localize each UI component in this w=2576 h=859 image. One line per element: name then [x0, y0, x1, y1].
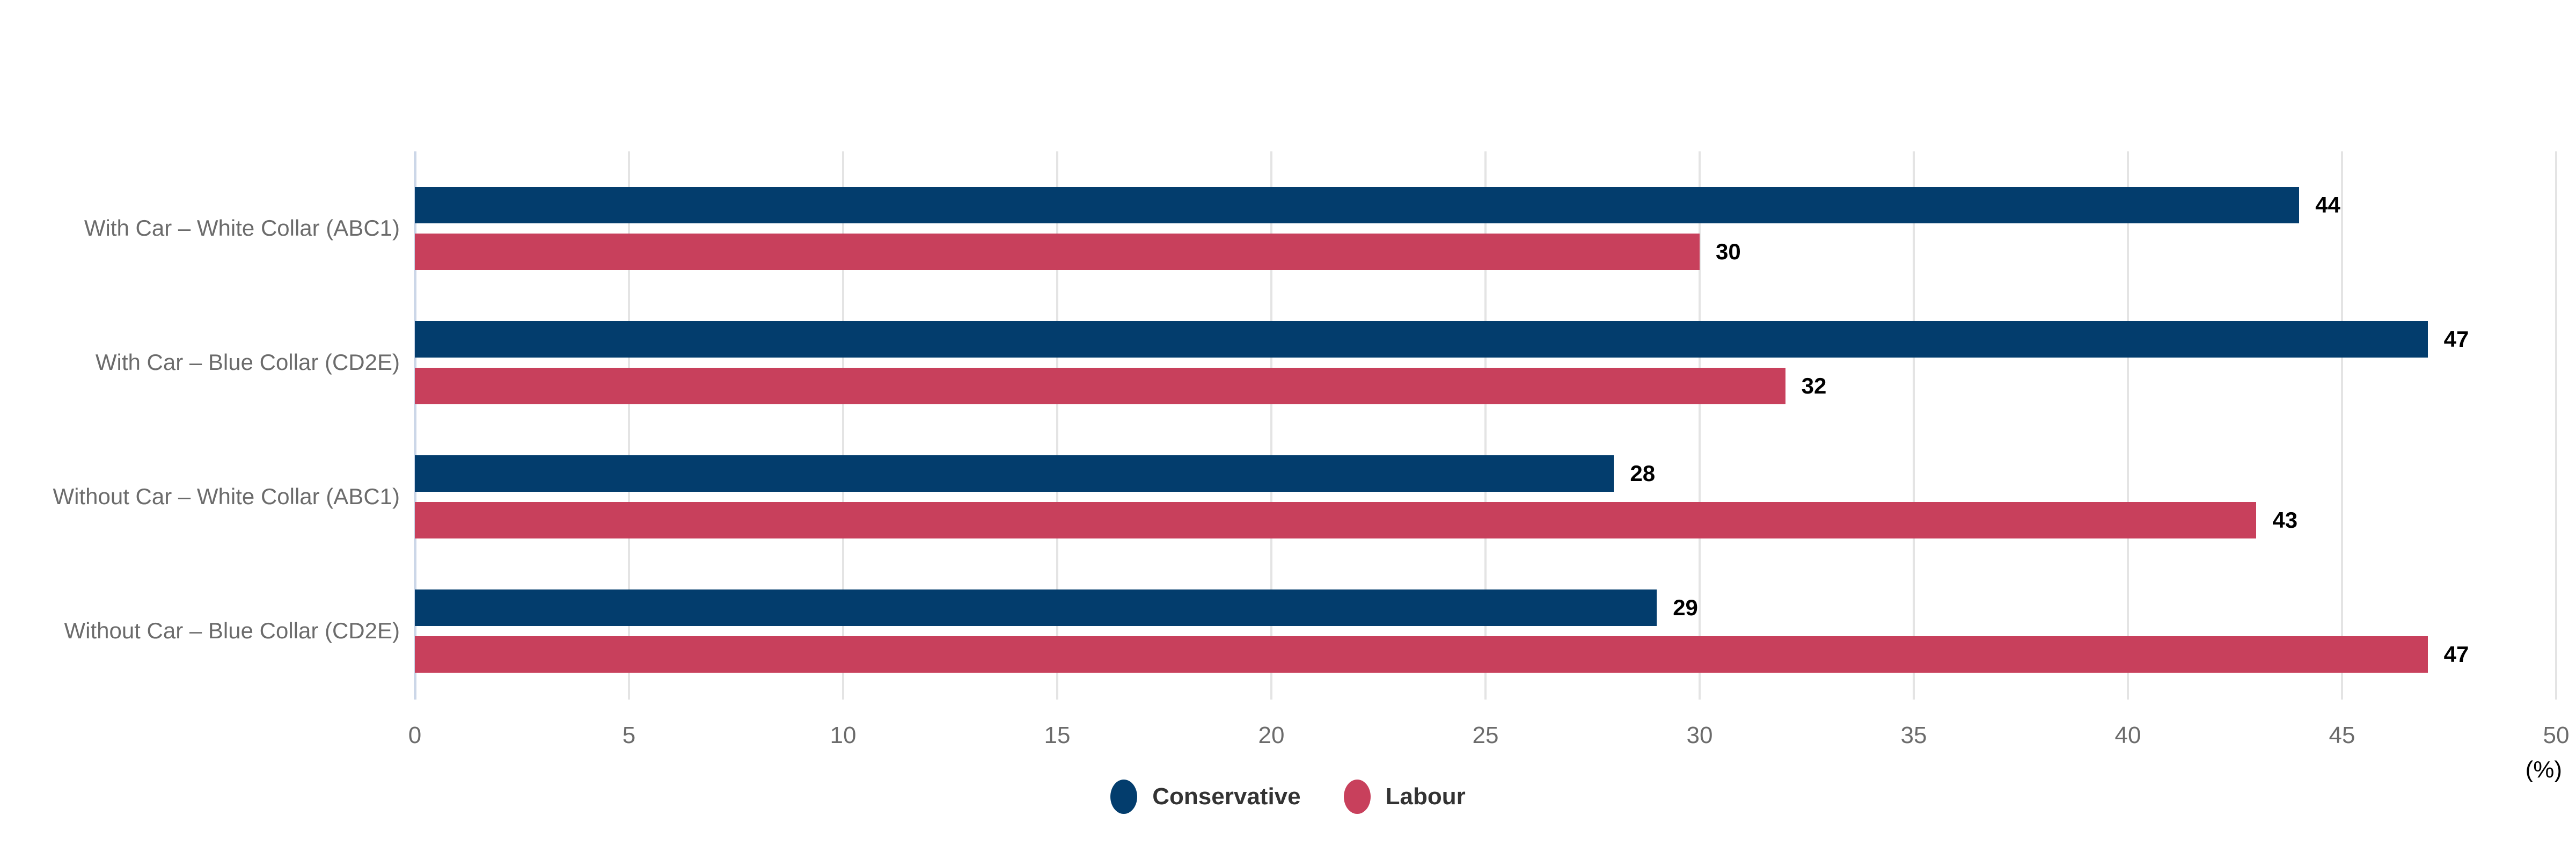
- gridline: [1270, 151, 1272, 700]
- gridline: [1484, 151, 1487, 700]
- gridline: [2127, 151, 2129, 700]
- category-label: With Car – Blue Collar (CD2E): [95, 350, 400, 375]
- bar-labour: [415, 233, 1700, 270]
- x-tick-label: 50: [2543, 722, 2570, 748]
- bar-conservative: [415, 186, 2300, 223]
- value-label: 28: [1630, 460, 1656, 486]
- value-label: 44: [2315, 192, 2340, 217]
- x-tick-label: 35: [1900, 722, 1927, 748]
- x-tick-label: 15: [1044, 722, 1071, 748]
- category-label: Without Car – White Collar (ABC1): [53, 484, 400, 509]
- gridline: [1913, 151, 1915, 700]
- x-tick-label: 20: [1258, 722, 1285, 748]
- x-tick-label: 40: [2114, 722, 2141, 748]
- gridline: [628, 151, 630, 700]
- y-axis-line: [413, 151, 416, 700]
- conservative-legend-marker-icon: [1110, 780, 1138, 814]
- gridline: [1056, 151, 1058, 700]
- legend-label-labour: Labour: [1385, 783, 1466, 810]
- value-label: 32: [1801, 373, 1827, 398]
- bar-labour: [415, 367, 1785, 404]
- x-tick-label: 30: [1686, 722, 1713, 748]
- x-tick-label: 0: [408, 722, 422, 748]
- gridline: [2341, 151, 2343, 700]
- value-label: 43: [2272, 507, 2298, 533]
- x-tick-label: 5: [622, 722, 636, 748]
- category-label: With Car – White Collar (ABC1): [84, 215, 400, 241]
- legend-item-conservative[interactable]: Conservative: [1110, 780, 1301, 814]
- value-label: 47: [2443, 326, 2469, 352]
- gridline: [842, 151, 844, 700]
- legend-item-labour[interactable]: Labour: [1343, 780, 1466, 814]
- value-label: 47: [2443, 641, 2469, 667]
- category-label: Without Car – Blue Collar (CD2E): [64, 618, 400, 643]
- x-tick-label: 25: [1472, 722, 1499, 748]
- gridline: [1699, 151, 1701, 700]
- x-axis-unit-label: (%): [2525, 756, 2562, 783]
- bar-conservative: [415, 321, 2428, 358]
- legend-label-conservative: Conservative: [1152, 783, 1301, 810]
- labour-legend-marker-icon: [1343, 780, 1371, 814]
- bar-conservative: [415, 589, 1657, 626]
- x-tick-label: 10: [830, 722, 857, 748]
- bar-labour: [415, 636, 2428, 673]
- legend: Conservative Labour: [0, 780, 2576, 814]
- bar-conservative: [415, 455, 1614, 492]
- value-label: 29: [1673, 594, 1698, 620]
- value-label: 30: [1716, 238, 1741, 264]
- bar-labour: [415, 501, 2257, 538]
- gridline: [2555, 151, 2557, 700]
- x-tick-label: 45: [2329, 722, 2355, 748]
